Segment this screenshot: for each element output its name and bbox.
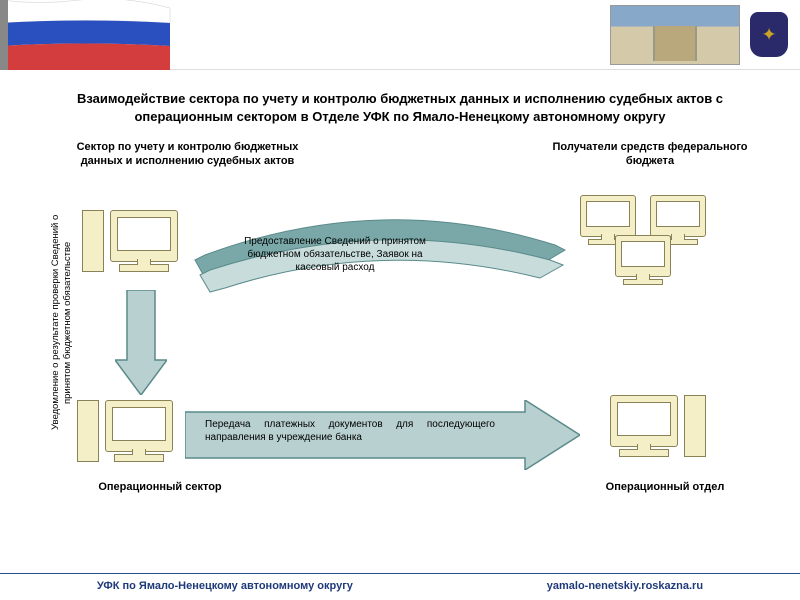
building-photo (610, 5, 740, 65)
footer-url: yamalo-nenetskiy.roskazna.ru (547, 580, 703, 592)
pc-sector-budget (110, 210, 178, 272)
label-recipients: Получатели средств федерального бюджета (545, 140, 755, 169)
pc-recipient-3 (615, 235, 671, 285)
flow-provide-info: Предоставление Сведений о принятом бюдже… (230, 235, 440, 274)
emblem-icon (750, 12, 788, 57)
footer-org: УФК по Ямало-Ненецкому автономному округ… (97, 580, 353, 592)
footer: УФК по Ямало-Ненецкому автономному округ… (0, 573, 800, 600)
label-sector-budget: Сектор по учету и контролю бюджетных дан… (75, 140, 300, 169)
label-op-dept: Операционный отдел (565, 480, 765, 494)
flag-graphic (0, 0, 180, 70)
pc-op-dept (610, 395, 678, 457)
pc-op-sector (105, 400, 173, 462)
arrow-down (115, 290, 167, 395)
diagram-title: Взаимодействие сектора по учету и контро… (60, 90, 740, 125)
label-op-sector: Операционный сектор (80, 480, 240, 494)
header-banner (0, 0, 800, 70)
flow-transfer-docs: Передача платежных документов для послед… (205, 418, 495, 444)
